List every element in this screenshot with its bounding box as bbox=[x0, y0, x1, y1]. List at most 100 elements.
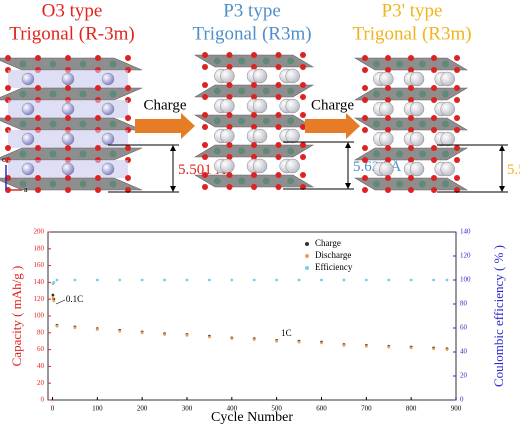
sodium bbox=[220, 128, 235, 144]
oxygen bbox=[35, 55, 41, 61]
metal bbox=[49, 150, 57, 158]
x-tick-label: 700 bbox=[361, 405, 372, 413]
metal bbox=[79, 150, 87, 158]
phase-name: O3 type bbox=[42, 0, 103, 21]
sodium bbox=[101, 132, 115, 146]
y2-tick-label: 20 bbox=[460, 372, 468, 380]
y-tick-label: 200 bbox=[34, 228, 45, 236]
data-point bbox=[387, 345, 391, 349]
metal bbox=[49, 120, 57, 128]
metal bbox=[262, 177, 270, 185]
sodium bbox=[61, 162, 75, 176]
oxygen bbox=[202, 82, 208, 88]
data-point bbox=[140, 278, 144, 282]
oxygen bbox=[275, 154, 282, 160]
slab bbox=[193, 174, 315, 188]
metal bbox=[442, 90, 449, 98]
oxygen bbox=[385, 55, 391, 61]
arrowhead bbox=[499, 145, 505, 151]
oxygen bbox=[226, 172, 233, 178]
data-point bbox=[252, 278, 256, 282]
metal bbox=[287, 57, 295, 65]
sodium bbox=[409, 71, 425, 87]
sodium bbox=[285, 68, 300, 84]
sodium bbox=[379, 131, 394, 147]
oxygen bbox=[5, 55, 11, 61]
sodium bbox=[61, 132, 75, 146]
sodium bbox=[440, 131, 455, 147]
charge-arrow bbox=[135, 113, 195, 139]
metal bbox=[213, 87, 221, 95]
data-point bbox=[163, 333, 166, 336]
y-tick-label: 160 bbox=[34, 261, 45, 269]
sodium bbox=[220, 98, 235, 114]
sodium bbox=[285, 128, 300, 144]
sodium bbox=[285, 158, 300, 174]
slab bbox=[353, 57, 469, 71]
oxygen bbox=[202, 52, 208, 58]
data-point bbox=[95, 328, 99, 331]
oxygen bbox=[95, 115, 101, 121]
sodium bbox=[21, 132, 35, 146]
metal bbox=[19, 120, 27, 128]
oxygen bbox=[300, 52, 306, 58]
oxygen bbox=[454, 127, 460, 133]
metal bbox=[109, 60, 117, 68]
oxygen bbox=[202, 124, 208, 130]
y-tick-label: 120 bbox=[34, 295, 45, 303]
metal bbox=[373, 90, 380, 98]
sodium bbox=[252, 98, 268, 114]
sodium bbox=[101, 72, 115, 86]
oxygen bbox=[408, 187, 414, 193]
metal bbox=[373, 180, 380, 188]
oxygen bbox=[385, 145, 391, 151]
data-point bbox=[387, 278, 391, 282]
oxygen bbox=[362, 115, 368, 121]
metal bbox=[373, 120, 380, 128]
x-tick-label: 800 bbox=[406, 405, 417, 413]
oxygen bbox=[300, 82, 306, 88]
y-tick-label: 80 bbox=[37, 328, 45, 336]
oxygen bbox=[385, 127, 391, 133]
oxygen bbox=[251, 52, 257, 58]
metal bbox=[238, 177, 246, 185]
metal bbox=[79, 120, 87, 128]
oxygen bbox=[362, 85, 368, 91]
oxygen bbox=[5, 145, 11, 151]
y2-tick-label: 0 bbox=[460, 396, 464, 404]
metal bbox=[238, 57, 246, 65]
data-point bbox=[95, 278, 99, 282]
sodium bbox=[101, 162, 115, 176]
metal bbox=[373, 60, 380, 68]
metal bbox=[19, 150, 27, 158]
x-tick-label: 300 bbox=[182, 405, 193, 413]
oxygen bbox=[226, 142, 233, 148]
data-point bbox=[73, 326, 77, 330]
oxygen bbox=[202, 184, 208, 190]
data-point bbox=[297, 340, 301, 344]
oxygen bbox=[226, 94, 233, 100]
oxygen bbox=[275, 94, 282, 100]
oxygen bbox=[275, 64, 282, 70]
oxygen bbox=[408, 157, 414, 163]
oxygen bbox=[300, 142, 306, 148]
oxygen bbox=[202, 112, 208, 118]
oxygen bbox=[251, 142, 257, 148]
oxygen bbox=[275, 52, 282, 58]
oxygen bbox=[454, 67, 460, 73]
metal bbox=[262, 147, 270, 155]
arrowhead bbox=[170, 145, 176, 151]
oxygen bbox=[226, 64, 233, 70]
y2-axis-label: Coulombic efficiency ( % ) bbox=[491, 245, 506, 387]
oxygen bbox=[385, 175, 391, 181]
metal bbox=[238, 87, 246, 95]
data-point bbox=[208, 335, 211, 339]
axis-a-label: a bbox=[24, 185, 28, 194]
metal bbox=[49, 180, 57, 188]
oxygen bbox=[202, 154, 208, 160]
oxygen bbox=[385, 85, 391, 91]
y-tick-label: 60 bbox=[37, 345, 45, 353]
sodium bbox=[285, 98, 300, 114]
interlayer: 5.537 Å bbox=[507, 162, 520, 178]
